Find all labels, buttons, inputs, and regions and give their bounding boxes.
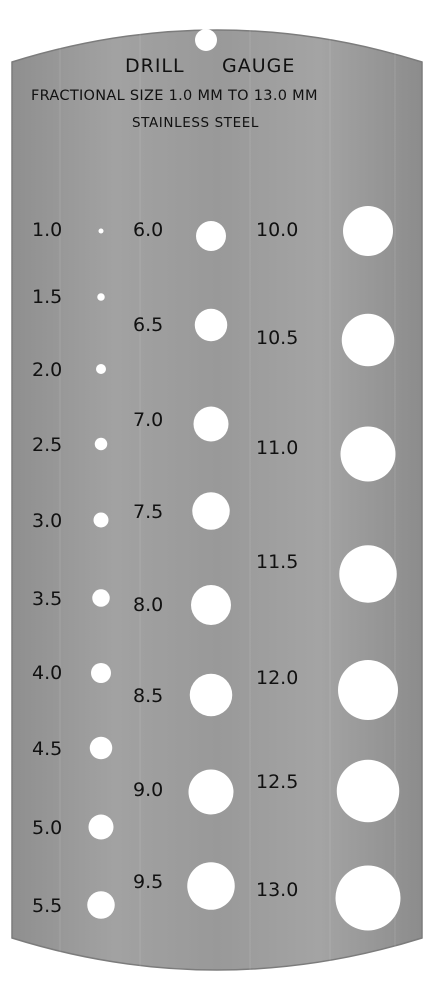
drill-hole-11-5 xyxy=(339,545,397,603)
size-label-4-5: 4.5 xyxy=(32,738,63,760)
drill-hole-6-0 xyxy=(196,221,226,251)
size-label-2-0: 2.0 xyxy=(32,359,63,381)
size-label-7-5: 7.5 xyxy=(133,501,164,523)
drill-hole-2-0 xyxy=(96,364,106,374)
drill-hole-12-5 xyxy=(336,759,400,823)
size-label-12-0: 12.0 xyxy=(256,667,299,689)
drill-hole-9-5 xyxy=(187,862,235,910)
size-label-5-0: 5.0 xyxy=(32,817,63,839)
title-drill: DRILL xyxy=(125,55,185,77)
drill-hole-2-5 xyxy=(94,437,108,451)
size-label-6-0: 6.0 xyxy=(133,219,164,241)
size-label-1-0: 1.0 xyxy=(32,219,63,241)
size-label-9-5: 9.5 xyxy=(133,871,164,893)
size-label-7-0: 7.0 xyxy=(133,409,164,431)
size-label-3-0: 3.0 xyxy=(32,510,63,532)
size-label-13-0: 13.0 xyxy=(256,879,299,901)
material-label: STAINLESS STEEL xyxy=(132,115,259,131)
size-label-9-0: 9.0 xyxy=(133,779,164,801)
drill-hole-1-0 xyxy=(98,228,104,234)
size-label-8-5: 8.5 xyxy=(133,685,164,707)
size-label-10-5: 10.5 xyxy=(256,327,299,349)
size-label-10-0: 10.0 xyxy=(256,219,299,241)
size-label-6-5: 6.5 xyxy=(133,314,164,336)
drill-hole-9-0 xyxy=(188,769,234,815)
drill-hole-7-5 xyxy=(192,492,230,530)
size-label-2-5: 2.5 xyxy=(32,434,63,456)
drill-hole-5-0 xyxy=(88,814,114,840)
size-label-1-5: 1.5 xyxy=(32,286,63,308)
size-label-8-0: 8.0 xyxy=(133,594,164,616)
drill-hole-1-5 xyxy=(97,293,105,301)
size-label-4-0: 4.0 xyxy=(32,662,63,684)
drill-hole-6-5 xyxy=(194,308,228,342)
drill-hole-3-0 xyxy=(93,512,109,528)
size-label-5-5: 5.5 xyxy=(32,895,63,917)
drill-hole-8-0 xyxy=(191,585,231,625)
size-label-11-0: 11.0 xyxy=(256,437,299,459)
drill-hole-8-5 xyxy=(189,673,233,717)
size-label-11-5: 11.5 xyxy=(256,551,299,573)
size-label-12-5: 12.5 xyxy=(256,771,299,793)
drill-hole-13-0 xyxy=(335,865,401,931)
drill-hole-11-0 xyxy=(340,426,396,482)
drill-hole-12-0 xyxy=(338,660,398,720)
hanging-hole xyxy=(195,29,217,51)
subtitle-size-range: FRACTIONAL SIZE 1.0 MM TO 13.0 MM xyxy=(31,88,318,104)
drill-hole-3-5 xyxy=(92,589,110,607)
title-gauge: GAUGE xyxy=(222,55,296,77)
drill-hole-4-0 xyxy=(91,663,111,683)
drill-hole-5-5 xyxy=(87,891,115,919)
drill-hole-10-5 xyxy=(341,313,395,367)
drill-hole-4-5 xyxy=(89,736,113,760)
drill-hole-10-0 xyxy=(343,206,393,256)
drill-hole-7-0 xyxy=(193,406,229,442)
size-label-3-5: 3.5 xyxy=(32,588,63,610)
